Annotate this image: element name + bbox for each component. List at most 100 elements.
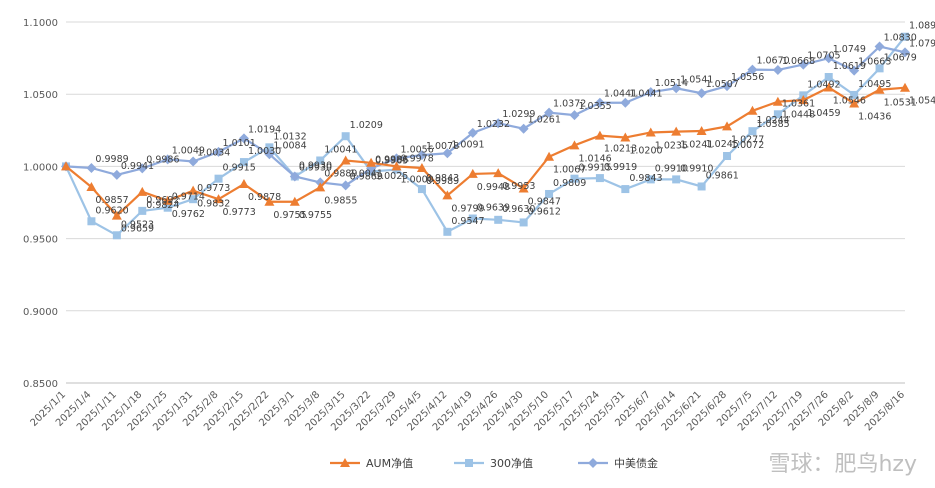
point-triangle	[518, 183, 529, 193]
data-label: 0.9612	[528, 206, 561, 217]
data-label: 1.0072	[731, 140, 764, 151]
point-square	[214, 174, 223, 183]
data-label: 1.0235	[655, 140, 688, 151]
data-label: 0.9986	[146, 154, 179, 165]
point-square	[672, 175, 681, 184]
point-diamond	[900, 47, 910, 58]
point-square	[87, 217, 96, 226]
data-label: 0.9692	[146, 195, 179, 206]
data-label: 0.9861	[706, 170, 739, 181]
point-diamond	[188, 156, 199, 167]
data-label: 1.0245	[706, 139, 739, 150]
point-diamond	[213, 146, 224, 157]
y-tick-label: 0.8500	[23, 379, 58, 390]
data-label: 0.9953	[502, 181, 535, 192]
data-label: 1.0244	[756, 115, 789, 126]
point-triangle	[671, 126, 682, 136]
point-diamond	[289, 171, 300, 182]
point-square	[595, 174, 604, 183]
point-square	[465, 459, 473, 467]
point-triangle	[747, 105, 758, 115]
point-square	[723, 152, 732, 161]
data-label: 1.0091	[451, 139, 484, 150]
data-labels: 0.98570.96590.98240.97620.98320.97730.98…	[95, 21, 935, 235]
point-triangle	[289, 196, 300, 206]
data-label: 0.9773	[223, 207, 256, 218]
data-label: 0.9855	[324, 195, 357, 206]
data-label: 0.9915	[223, 163, 256, 174]
data-label: 0.9755	[273, 210, 306, 221]
point-triangle	[162, 195, 173, 205]
point-diamond	[467, 127, 478, 138]
point-diamond	[238, 133, 249, 144]
point-triangle	[264, 196, 275, 206]
legend-label: 300净值	[490, 456, 533, 470]
data-label: 0.9919	[604, 162, 637, 173]
point-square	[494, 215, 503, 224]
data-label: 1.0049	[172, 145, 205, 156]
data-label: 0.9941	[121, 161, 154, 172]
data-label: 1.0132	[273, 131, 306, 142]
y-axis-ticks: 0.8500 0.9000 0.9500 1.0000 1.0500 1.1000	[23, 18, 58, 390]
point-diamond	[772, 64, 783, 75]
data-label: 1.0067	[553, 165, 586, 176]
point-square	[341, 132, 350, 141]
data-label: 0.9857	[95, 195, 128, 206]
data-label: 0.9824	[146, 200, 179, 211]
data-label: 1.0194	[248, 124, 281, 135]
point-triangle	[416, 162, 427, 172]
point-triangle	[849, 98, 860, 108]
data-label: 1.0277	[731, 134, 764, 145]
point-triangle	[188, 185, 199, 195]
point-triangle	[594, 130, 605, 140]
data-label: 0.9547	[451, 216, 484, 227]
point-triangle	[467, 168, 478, 178]
point-square	[468, 214, 477, 223]
data-label: 1.0679	[884, 52, 917, 63]
point-triangle	[874, 84, 885, 94]
data-label: 1.0790	[909, 38, 935, 49]
data-label: 1.0101	[223, 138, 256, 149]
data-label: 1.0372	[553, 99, 586, 110]
data-label: 0.9978	[401, 154, 434, 165]
y-tick-label: 1.1000	[23, 18, 58, 29]
data-label: 0.9843	[629, 173, 662, 184]
point-triangle	[823, 82, 834, 92]
point-triangle	[366, 157, 377, 167]
point-square	[697, 182, 706, 191]
data-label: 1.0663	[858, 57, 891, 68]
data-label: 1.0209	[350, 120, 383, 131]
point-square	[239, 158, 248, 167]
point-square	[163, 203, 172, 212]
data-label: 0.9965	[375, 155, 408, 166]
point-diamond	[264, 149, 275, 160]
data-label: 0.9915	[578, 163, 611, 174]
point-square	[112, 231, 121, 240]
data-label: 0.9930	[299, 161, 332, 172]
legend-label: 中美债金	[614, 456, 658, 470]
data-label: 1.0084	[273, 140, 306, 151]
data-label: 0.9799	[451, 203, 484, 214]
point-triangle	[315, 182, 326, 192]
point-square	[646, 175, 655, 184]
point-square	[519, 218, 528, 227]
data-label: 1.0556	[731, 72, 764, 83]
watermark: 雪球：肥鸟hzy	[768, 452, 917, 477]
data-label: 0.9989	[95, 154, 128, 165]
point-square	[748, 127, 757, 136]
data-label: 1.0546	[833, 96, 866, 107]
point-triangle	[391, 161, 402, 171]
data-label: 1.0232	[477, 119, 510, 130]
point-triangle	[696, 126, 707, 136]
data-label: 0.9762	[172, 209, 205, 220]
point-diamond	[569, 110, 580, 121]
data-label: 1.0898	[909, 21, 935, 32]
data-label: 0.9910	[680, 163, 713, 174]
point-square	[138, 206, 147, 215]
point-square	[824, 73, 833, 82]
data-label: 0.9832	[197, 199, 230, 210]
point-triangle	[493, 168, 504, 178]
data-label: 1.0492	[807, 79, 840, 90]
point-diamond	[645, 87, 656, 98]
